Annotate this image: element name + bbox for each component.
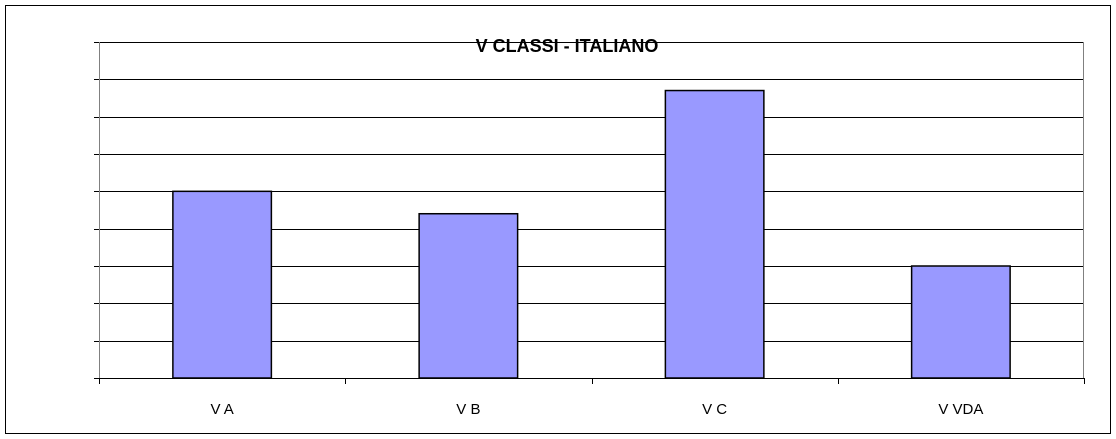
x-tick-label: V VDA [938,401,983,418]
x-tick-label: V B [456,401,480,418]
bar [664,89,765,379]
bar [418,212,519,379]
x-tick-label: V A [210,401,233,418]
bar [910,265,1011,379]
chart-title: V CLASSI - ITALIANO [476,36,659,56]
bar [172,190,273,379]
x-tick-label: V C [702,401,727,418]
